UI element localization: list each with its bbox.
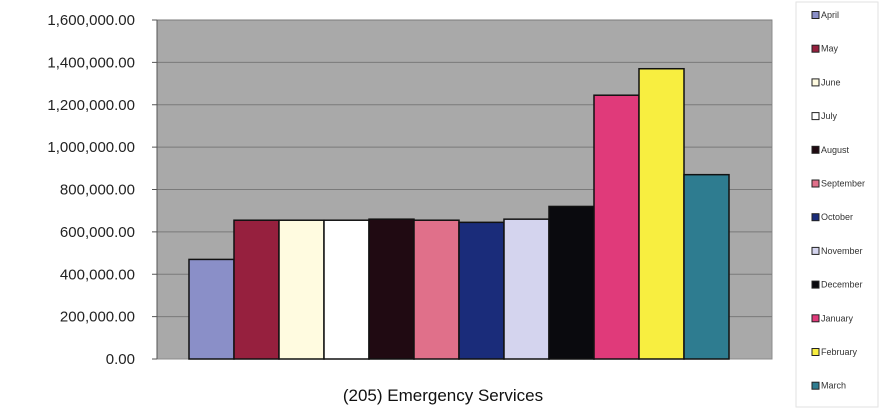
legend-label: August bbox=[821, 145, 850, 155]
legend-label: October bbox=[821, 212, 853, 222]
legend-swatch bbox=[811, 246, 820, 255]
bar-december bbox=[548, 205, 595, 360]
legend-label: June bbox=[821, 77, 841, 87]
y-tick-label: 1,400,000.00 bbox=[47, 54, 135, 71]
legend-swatch bbox=[811, 348, 820, 356]
y-tick-label: 1,200,000.00 bbox=[47, 97, 135, 114]
bar-may bbox=[233, 219, 280, 360]
legend-swatch bbox=[811, 179, 820, 188]
legend-swatch bbox=[811, 314, 820, 323]
legend-label: December bbox=[821, 280, 863, 290]
bars bbox=[188, 67, 730, 360]
legend-label: March bbox=[821, 381, 846, 391]
bar-february bbox=[638, 67, 685, 360]
legend-swatch bbox=[811, 145, 820, 154]
legend-label: February bbox=[821, 347, 858, 357]
legend-label: April bbox=[821, 10, 839, 20]
bar-march bbox=[683, 173, 730, 360]
category-label: (205) Emergency Services bbox=[343, 386, 543, 405]
legend-swatch bbox=[811, 280, 820, 289]
legend-label: November bbox=[821, 246, 863, 256]
legend-label: January bbox=[821, 313, 854, 323]
bar-january bbox=[593, 94, 640, 360]
legend-label: May bbox=[821, 44, 839, 54]
bar-november bbox=[503, 218, 550, 360]
y-tick-label: 0.00 bbox=[106, 351, 135, 368]
legend: April May June July August September October No… bbox=[795, 1, 879, 408]
y-tick-label: 200,000.00 bbox=[60, 309, 135, 326]
legend-swatch bbox=[811, 381, 820, 390]
legend-swatch bbox=[811, 44, 820, 53]
legend-swatch bbox=[811, 213, 820, 222]
y-tick-label: 600,000.00 bbox=[60, 224, 135, 241]
bar-october bbox=[458, 221, 505, 360]
bar-september bbox=[413, 219, 460, 360]
y-axis: 0.00 200,000.00 400,000.00 600,000.00 800,00… bbox=[47, 12, 158, 368]
y-tick-label: 1,000,000.00 bbox=[47, 139, 135, 156]
bar-august bbox=[368, 218, 415, 360]
legend-swatch bbox=[811, 78, 820, 87]
legend-swatch bbox=[811, 112, 820, 121]
bar-april bbox=[188, 258, 235, 360]
legend-label: September bbox=[821, 179, 865, 189]
y-tick-label: 800,000.00 bbox=[60, 182, 135, 199]
y-tick-label: 1,600,000.00 bbox=[47, 12, 135, 29]
legend-box bbox=[795, 1, 879, 408]
bar-june bbox=[278, 219, 325, 360]
legend-swatch bbox=[811, 11, 820, 19]
bar-july bbox=[323, 219, 370, 360]
legend-label: July bbox=[821, 111, 838, 121]
y-tick-label: 400,000.00 bbox=[60, 266, 135, 283]
